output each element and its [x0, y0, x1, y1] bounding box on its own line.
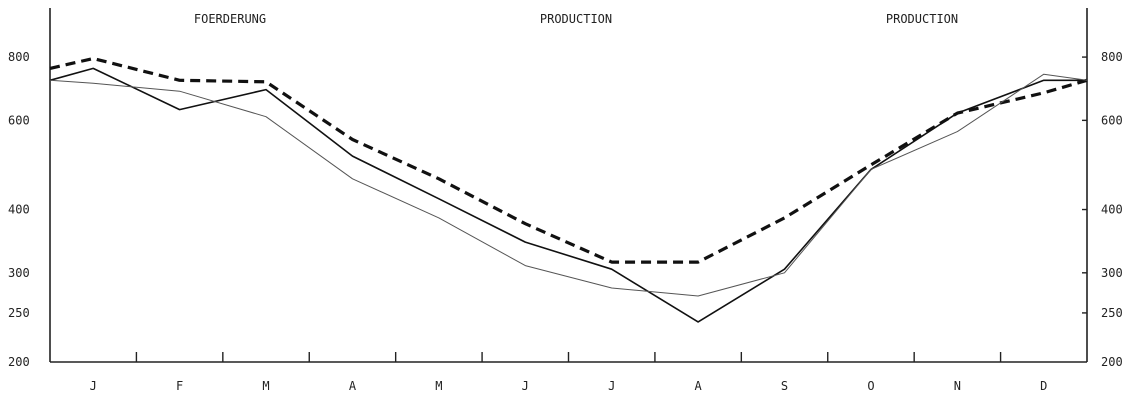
series-line-2 — [49, 67, 1087, 323]
x-tick-label: D — [1040, 379, 1047, 393]
x-tick-label: S — [781, 379, 788, 393]
x-tick-label: A — [695, 379, 703, 393]
y-tick-label-right: 400 — [1101, 203, 1123, 217]
y-axis-right: 200 250 300 400 600 800 — [1082, 50, 1123, 369]
x-tick-label: J — [90, 379, 97, 393]
y-tick-label-right: 600 — [1101, 113, 1123, 127]
y-tick-label-left: 200 — [8, 355, 30, 369]
x-tick-label: M — [262, 379, 269, 393]
y-tick-label-right: 300 — [1101, 266, 1123, 280]
y-tick-label-right: 200 — [1101, 355, 1123, 369]
y-tick-label-left: 600 — [8, 113, 30, 127]
y-tick-label-left: 250 — [8, 306, 30, 320]
y-tick-label-left: 400 — [8, 203, 30, 217]
y-tick-label-left: 800 — [8, 50, 30, 64]
chart-headers: FOERDERUNG PRODUCTION PRODUCTION — [194, 12, 958, 26]
x-tick-label: N — [954, 379, 961, 393]
series-line-3 — [49, 73, 1088, 297]
header-label: PRODUCTION — [540, 12, 612, 26]
header-label: FOERDERUNG — [194, 12, 266, 26]
y-tick-label-right: 250 — [1101, 306, 1123, 320]
x-tick-label: J — [608, 379, 615, 393]
x-tick-label: F — [176, 379, 183, 393]
y-tick-label-right: 800 — [1101, 50, 1123, 64]
y-tick-label-left: 300 — [8, 266, 30, 280]
chart-series — [49, 56, 1088, 323]
x-tick-label: J — [522, 379, 529, 393]
header-label: PRODUCTION — [886, 12, 958, 26]
x-tick-label: M — [435, 379, 442, 393]
x-tick-label: O — [867, 379, 874, 393]
x-tick-label: A — [349, 379, 357, 393]
y-axis-left: 200 250 300 400 600 800 — [8, 50, 30, 369]
